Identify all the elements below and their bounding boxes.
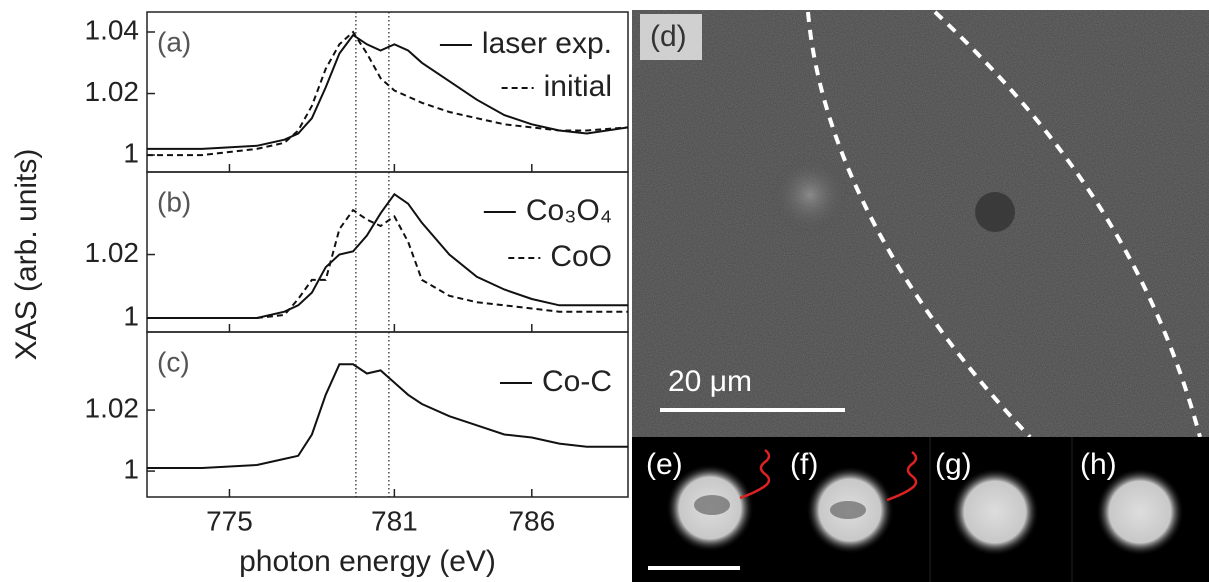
inset-images (632, 437, 1209, 582)
inset-label: (g) (935, 448, 972, 481)
inset-label: (f) (790, 448, 818, 481)
y-tick-label: 1.02 (85, 76, 140, 107)
plot-frame (146, 331, 629, 498)
y-tick-label: 1.04 (85, 14, 140, 45)
scale-bar-label: 20 μm (668, 365, 752, 398)
data-line (147, 363, 628, 469)
data-line (147, 30, 629, 157)
data-line (147, 208, 628, 319)
inset-label: (h) (1080, 448, 1117, 481)
y-tick-label: 1.02 (85, 237, 140, 268)
micrograph (632, 10, 1209, 439)
panel-label: (d) (650, 20, 687, 53)
inset-label: (e) (646, 448, 683, 481)
y-tick-label: 1 (123, 300, 139, 331)
x-axis-label: photon energy (eV) (239, 545, 496, 578)
y-tick-label: 1.02 (85, 392, 140, 423)
panel-label: (b) (157, 186, 191, 217)
panel-label: (c) (157, 346, 190, 377)
y-tick-label: 1 (123, 137, 139, 168)
legend-label: laser exp. (482, 27, 612, 60)
legend-label: CoO (550, 240, 612, 273)
y-axis-label: XAS (arb. units) (10, 149, 43, 361)
x-tick-label: 786 (508, 505, 555, 536)
x-tick-label: 775 (206, 505, 253, 536)
legend-label: Co₃O₄ (526, 194, 612, 227)
legend-label: Co-C (542, 365, 612, 398)
legend-label: initial (544, 70, 612, 103)
x-tick-label: 781 (371, 505, 418, 536)
panel-label: (a) (157, 26, 191, 57)
y-tick-label: 1 (123, 453, 139, 484)
